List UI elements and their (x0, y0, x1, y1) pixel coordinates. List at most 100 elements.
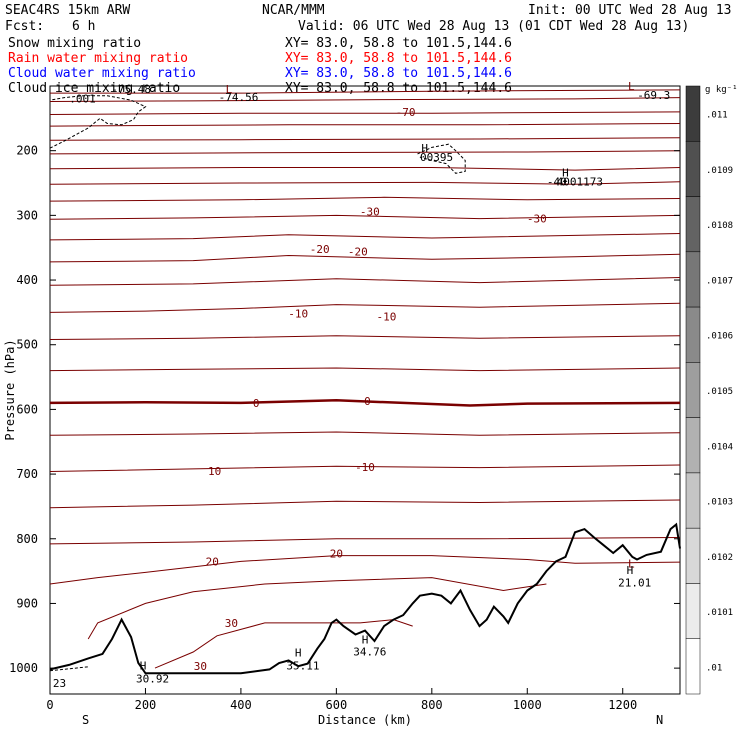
colorbar-label: .0103 (706, 498, 733, 508)
axes: 0 200 400 600 800 1000 12002003004005006007008… (9, 144, 680, 712)
contour-label: -10 (288, 308, 308, 321)
isotherm-line (49, 555, 681, 585)
contour-label: -10 (377, 310, 397, 323)
contour-label: 10 (208, 465, 221, 478)
x-tick-label: 800 (421, 698, 443, 712)
contour-label: -30 (527, 213, 547, 226)
field-cloudice-label: Cloud ice mixing ratio (8, 81, 180, 96)
extremum-label: 23 (53, 677, 66, 690)
cloud-ice-contour (49, 95, 147, 149)
contour-label: 0 (253, 397, 260, 410)
y-tick-label: 300 (16, 208, 38, 222)
colorbar-label: .0106 (706, 332, 733, 342)
x-tick-label: 1200 (608, 698, 637, 712)
isotherm-line (49, 499, 681, 509)
isotherm-line (49, 111, 681, 115)
colorbar-label: .0101 (706, 608, 733, 618)
contour-label: L (628, 557, 635, 570)
isotherm-line (49, 253, 681, 263)
y-tick-label: 800 (16, 532, 38, 546)
isotherm-contours (49, 89, 681, 669)
colorbar-swatch (685, 196, 701, 253)
colorbar-swatch (685, 638, 701, 695)
x-tick-label: 0 (46, 698, 53, 712)
colorbar-swatch (685, 362, 701, 418)
isotherm-line (49, 167, 681, 171)
isotherm-line (49, 335, 681, 340)
contour-label: -10 (355, 461, 375, 474)
colorbar-label: .0105 (706, 387, 733, 397)
field-snow-xy: XY= 83.0, 58.8 to 101.5,144.6 (285, 36, 512, 51)
isotherm-line (49, 97, 681, 102)
forecast-value: 6 h (72, 19, 95, 34)
north-label: N (656, 713, 663, 727)
colorbar: .011 .0109 .0108 .0107 .0106 .0105 .0104 .0103.… (685, 85, 733, 695)
colorbar-swatch (685, 85, 701, 142)
isotherm-line (49, 367, 681, 372)
extremum-label: 34.76 (353, 645, 386, 658)
extremum-label: 21.01 (618, 577, 651, 590)
y-axis-title: Pressure (hPa) (3, 339, 17, 440)
colorbar-swatch (685, 417, 701, 474)
y-tick-label: 200 (16, 144, 38, 158)
y-tick-label: 900 (16, 596, 38, 610)
extremum-label: -69.3 (637, 89, 670, 102)
cloud-ice-contour (417, 143, 466, 174)
isotherm-line (49, 123, 681, 127)
extremum-label: -75.48 (111, 83, 151, 96)
y-tick-label: 700 (16, 467, 38, 481)
contour-label: -20 (310, 243, 330, 256)
extremum-label: .001 (69, 92, 96, 105)
isotherm-line (49, 214, 681, 220)
extremum-label: H (627, 564, 634, 577)
valid-time: Valid: 06 UTC Wed 28 Aug 13 (01 CDT Wed … (298, 19, 689, 34)
isotherm-line (49, 181, 681, 185)
colorbar-label: .0107 (706, 276, 733, 286)
colorbar-swatch (685, 306, 701, 363)
isotherm-line (49, 137, 681, 141)
isotherm-line (49, 537, 681, 545)
contour-label: 0 (364, 395, 371, 408)
y-tick-label: 400 (16, 273, 38, 287)
extremum-label: 4001173 (557, 176, 603, 189)
terrain-profile (49, 522, 681, 675)
isotherm-line (49, 399, 681, 407)
x-tick-label: 400 (230, 698, 252, 712)
field-snow-label: Snow mixing ratio (8, 36, 141, 51)
x-tick-label: 1000 (513, 698, 542, 712)
field-rain-xy: XY= 83.0, 58.8 to 101.5,144.6 (285, 51, 512, 66)
isotherm-line (49, 302, 681, 313)
isotherm-line (49, 431, 681, 436)
south-label: S (82, 713, 89, 727)
isotherm-line (87, 577, 547, 640)
y-tick-label: 600 (16, 402, 38, 416)
field-rain-label: Rain water mixing ratio (8, 51, 188, 66)
colorbar-label: .0104 (706, 442, 733, 452)
contour-label: 20 (206, 555, 219, 568)
extremum-label: 30.92 (136, 672, 169, 685)
extremum-label: H (140, 660, 147, 673)
contour-label: 20 (330, 548, 343, 561)
extremum-label: -40 (547, 176, 567, 189)
contour-label: L (628, 80, 635, 93)
y-tick-label: 500 (16, 338, 38, 352)
colorbar-swatch (685, 251, 701, 308)
field-cloudwater-xy: XY= 83.0, 58.8 to 101.5,144.6 (285, 66, 512, 81)
extremum-label: -74.56 (219, 91, 259, 104)
forecast-label: Fcst: (5, 19, 44, 34)
extremum-label: H (421, 142, 428, 155)
colorbar-label: .0102 (706, 553, 733, 563)
colorbar-swatch (685, 583, 701, 639)
isotherm-line (49, 150, 681, 155)
contour-label: 30 (225, 617, 238, 630)
terrain-line (49, 522, 681, 675)
extremum-label: H (562, 167, 569, 180)
isotherm-line (49, 233, 681, 241)
colorbar-swatch (685, 472, 701, 529)
colorbar-swatch (685, 527, 701, 584)
colorbar-label: .01 (706, 663, 722, 673)
y-tick-label: 1000 (9, 661, 38, 675)
cloud-ice-contour (49, 666, 89, 672)
